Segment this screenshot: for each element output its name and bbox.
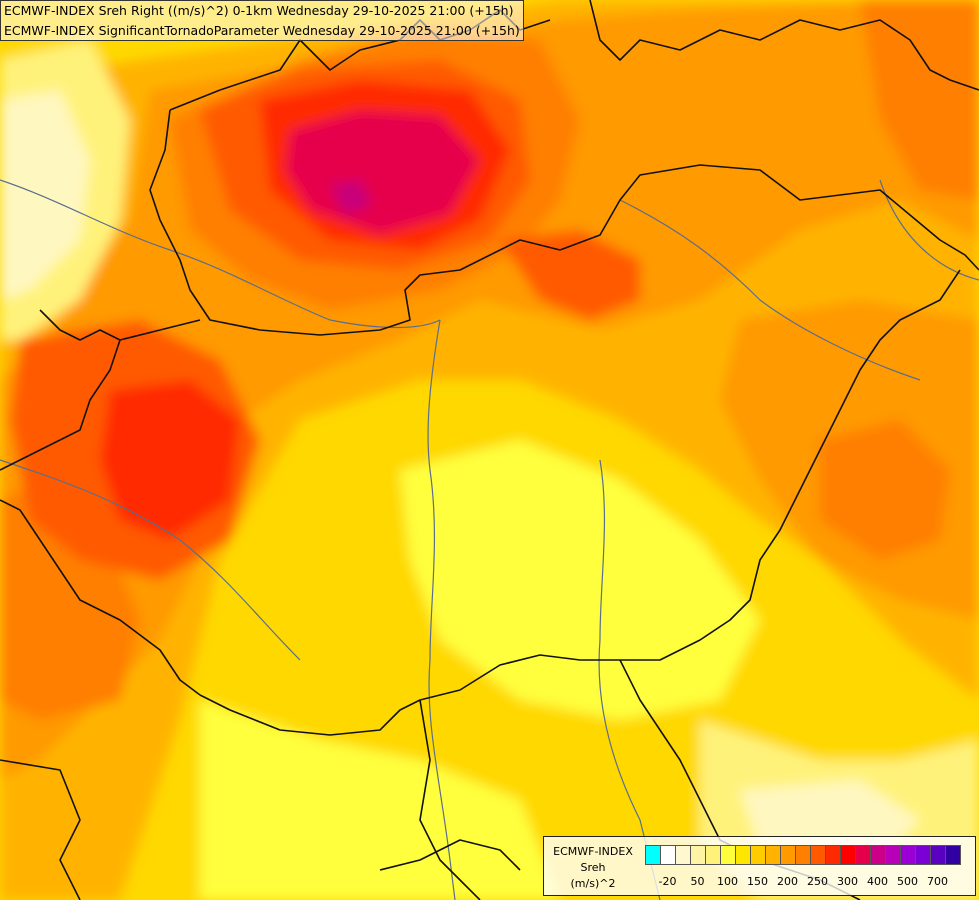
title-line-1: ECMWF-INDEX Sreh Right ((m/s)^2) 0-1km W…	[4, 3, 514, 18]
legend-swatch	[765, 845, 781, 865]
legend-swatch	[750, 845, 766, 865]
legend-variable: Sreh	[580, 861, 606, 874]
legend-tick: 500	[897, 875, 918, 888]
legend-swatch	[645, 845, 661, 865]
legend-tick: 200	[777, 875, 798, 888]
legend-tick: 250	[807, 875, 828, 888]
color-legend: ECMWF-INDEX Sreh (m/s)^2 -20 50 100 150 200 2…	[543, 836, 976, 896]
legend-tick: -20	[658, 875, 677, 888]
legend-swatch	[870, 845, 886, 865]
legend-swatch	[840, 845, 856, 865]
title-line-2: ECMWF-INDEX SignificantTornadoParameter …	[4, 22, 520, 38]
legend-source: ECMWF-INDEX	[553, 845, 633, 858]
legend-swatch	[690, 845, 706, 865]
legend-swatch	[660, 845, 676, 865]
legend-unit: (m/s)^2	[570, 877, 616, 890]
legend-title: ECMWF-INDEX Sreh (m/s)^2	[546, 844, 640, 892]
legend-swatch	[825, 845, 841, 865]
legend-swatch	[900, 845, 916, 865]
map-title-box: ECMWF-INDEX Sreh Right ((m/s)^2) 0-1km W…	[0, 0, 524, 41]
legend-swatch	[705, 845, 721, 865]
legend-tick-labels: -20 50 100 150 200 250 300 400 500 700	[645, 875, 975, 891]
legend-swatch	[810, 845, 826, 865]
legend-swatch	[930, 845, 946, 865]
rivers-layer	[0, 179, 979, 900]
legend-tick: 150	[747, 875, 768, 888]
legend-swatch	[945, 845, 961, 865]
legend-swatch	[780, 845, 796, 865]
legend-swatch	[720, 845, 736, 865]
legend-swatch	[675, 845, 691, 865]
legend-tick: 700	[927, 875, 948, 888]
legend-swatch	[885, 845, 901, 865]
legend-color-scale	[645, 845, 961, 865]
legend-tick: 50	[690, 875, 705, 888]
legend-tick: 300	[837, 875, 858, 888]
legend-tick: 100	[717, 875, 738, 888]
legend-swatch	[735, 845, 751, 865]
legend-swatch	[855, 845, 871, 865]
legend-swatch	[795, 845, 811, 865]
legend-swatch	[915, 845, 931, 865]
legend-tick: 400	[867, 875, 888, 888]
